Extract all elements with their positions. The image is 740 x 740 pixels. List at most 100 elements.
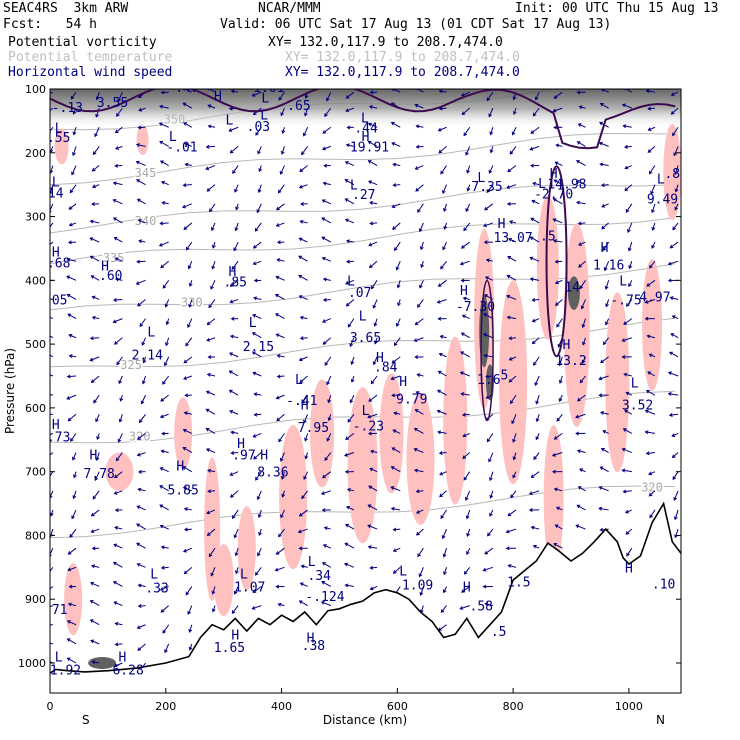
wind-arrowhead: [442, 553, 447, 558]
wind-arrow: [397, 299, 401, 306]
wind-arrowhead: [390, 506, 395, 511]
wind-arrow: [321, 601, 331, 607]
wind-arrow: [254, 222, 262, 232]
wind-arrow: [137, 433, 146, 440]
wind-arrowhead: [439, 334, 444, 339]
wind-arrowhead: [466, 533, 470, 537]
wind-arrowhead: [649, 514, 653, 519]
wind-arrow: [349, 337, 355, 347]
wind-arrow: [598, 375, 609, 380]
wind-arrow: [466, 165, 471, 173]
wind-arrowhead: [160, 264, 165, 269]
wind-arrow: [529, 490, 540, 495]
wind-arrow: [136, 542, 146, 549]
wind-arrow: [439, 452, 447, 454]
wind-arrow: [187, 318, 193, 328]
wind-arrow: [576, 160, 586, 166]
wind-arrowhead: [252, 111, 257, 116]
wind-arrowhead: [397, 302, 401, 307]
wind-arrow: [68, 547, 77, 555]
wind-arrow: [136, 279, 146, 285]
wind-arrowhead: [182, 486, 187, 491]
pv-extremum-label: 19.91: [350, 140, 389, 155]
wind-arrowhead: [159, 504, 164, 508]
wind-arrow: [351, 375, 355, 383]
wind-arrow: [184, 566, 193, 575]
wind-arrow: [186, 241, 193, 251]
wind-arrow: [464, 567, 471, 575]
wind-arrow: [95, 107, 100, 118]
wind-arrowhead: [321, 236, 326, 241]
wind-arrow: [646, 452, 656, 455]
pv-extremum-label: L: [147, 325, 155, 340]
wind-arrowhead: [298, 295, 303, 299]
wind-arrow: [511, 414, 517, 424]
wind-arrow: [160, 413, 169, 418]
wind-arrowhead: [322, 277, 327, 282]
pv-extremum-label: .73: [47, 431, 70, 446]
wind-arrowhead: [159, 221, 164, 226]
wind-arrow: [345, 179, 355, 186]
wind-arrowhead: [535, 436, 540, 441]
wind-arrow: [141, 337, 146, 346]
wind-arrowhead: [117, 438, 122, 443]
wind-arrowhead: [395, 266, 400, 271]
wind-arrowhead: [440, 170, 444, 175]
wind-arrow: [230, 279, 239, 287]
wind-arrow: [648, 471, 656, 475]
wind-arrowhead: [182, 466, 187, 470]
wind-arrow: [90, 255, 100, 262]
wind-arrow: [668, 260, 679, 265]
pv-shading-region: [54, 128, 69, 165]
wind-arrow: [258, 509, 262, 518]
wind-arrowhead: [369, 90, 374, 95]
wind-arrowhead: [345, 95, 350, 99]
wind-arrow: [347, 488, 355, 492]
wind-arrow: [90, 582, 100, 587]
wind-arrowhead: [211, 590, 216, 595]
pv-extremum-label: H: [550, 167, 558, 182]
wind-arrow: [210, 280, 216, 290]
wind-arrow: [438, 624, 447, 631]
wind-arrow: [276, 413, 285, 421]
wind-arrowhead: [207, 468, 211, 473]
plot-frame: [49, 88, 682, 694]
wind-arrow: [578, 222, 586, 225]
wind-arrowhead: [390, 466, 395, 470]
wind-arrow: [370, 222, 378, 225]
wind-arrow: [483, 222, 494, 227]
wind-arrow: [235, 222, 239, 231]
legend-pv-name: Potential vorticity: [8, 35, 157, 50]
pv-extremum-label: H: [601, 241, 609, 256]
wind-arrow: [626, 392, 633, 396]
wind-arrow: [416, 509, 424, 514]
wind-arrowhead: [645, 451, 650, 456]
wind-arrow: [670, 297, 679, 300]
wind-arrowhead: [486, 438, 491, 443]
wind-arrowhead: [280, 475, 285, 480]
wind-arrowhead: [644, 316, 649, 321]
wind-arrow: [119, 414, 123, 422]
wind-arrowhead: [91, 564, 95, 569]
wind-arrowhead: [207, 355, 212, 360]
wind-arrow: [652, 222, 656, 231]
wind-arrow: [414, 448, 424, 453]
wind-arrowhead: [438, 352, 443, 357]
wind-arrowhead: [530, 130, 535, 134]
wind-arrowhead: [460, 92, 465, 97]
wind-arrowhead: [367, 545, 372, 550]
wind-arrowhead: [345, 108, 350, 113]
wind-arrowhead: [577, 123, 582, 127]
wind-arrowhead: [438, 89, 443, 94]
wind-arrowhead: [344, 542, 349, 547]
wind-arrow: [415, 104, 424, 109]
wind-arrow: [552, 452, 563, 457]
wind-arrowhead: [275, 293, 279, 298]
wind-arrowhead: [344, 160, 349, 165]
wind-arrow: [647, 335, 656, 339]
wind-arrowhead: [251, 332, 256, 336]
pv-shading-region: [563, 222, 590, 427]
wind-arrowhead: [672, 476, 677, 481]
wind-arrow: [490, 490, 494, 498]
wind-arrow: [280, 165, 285, 175]
